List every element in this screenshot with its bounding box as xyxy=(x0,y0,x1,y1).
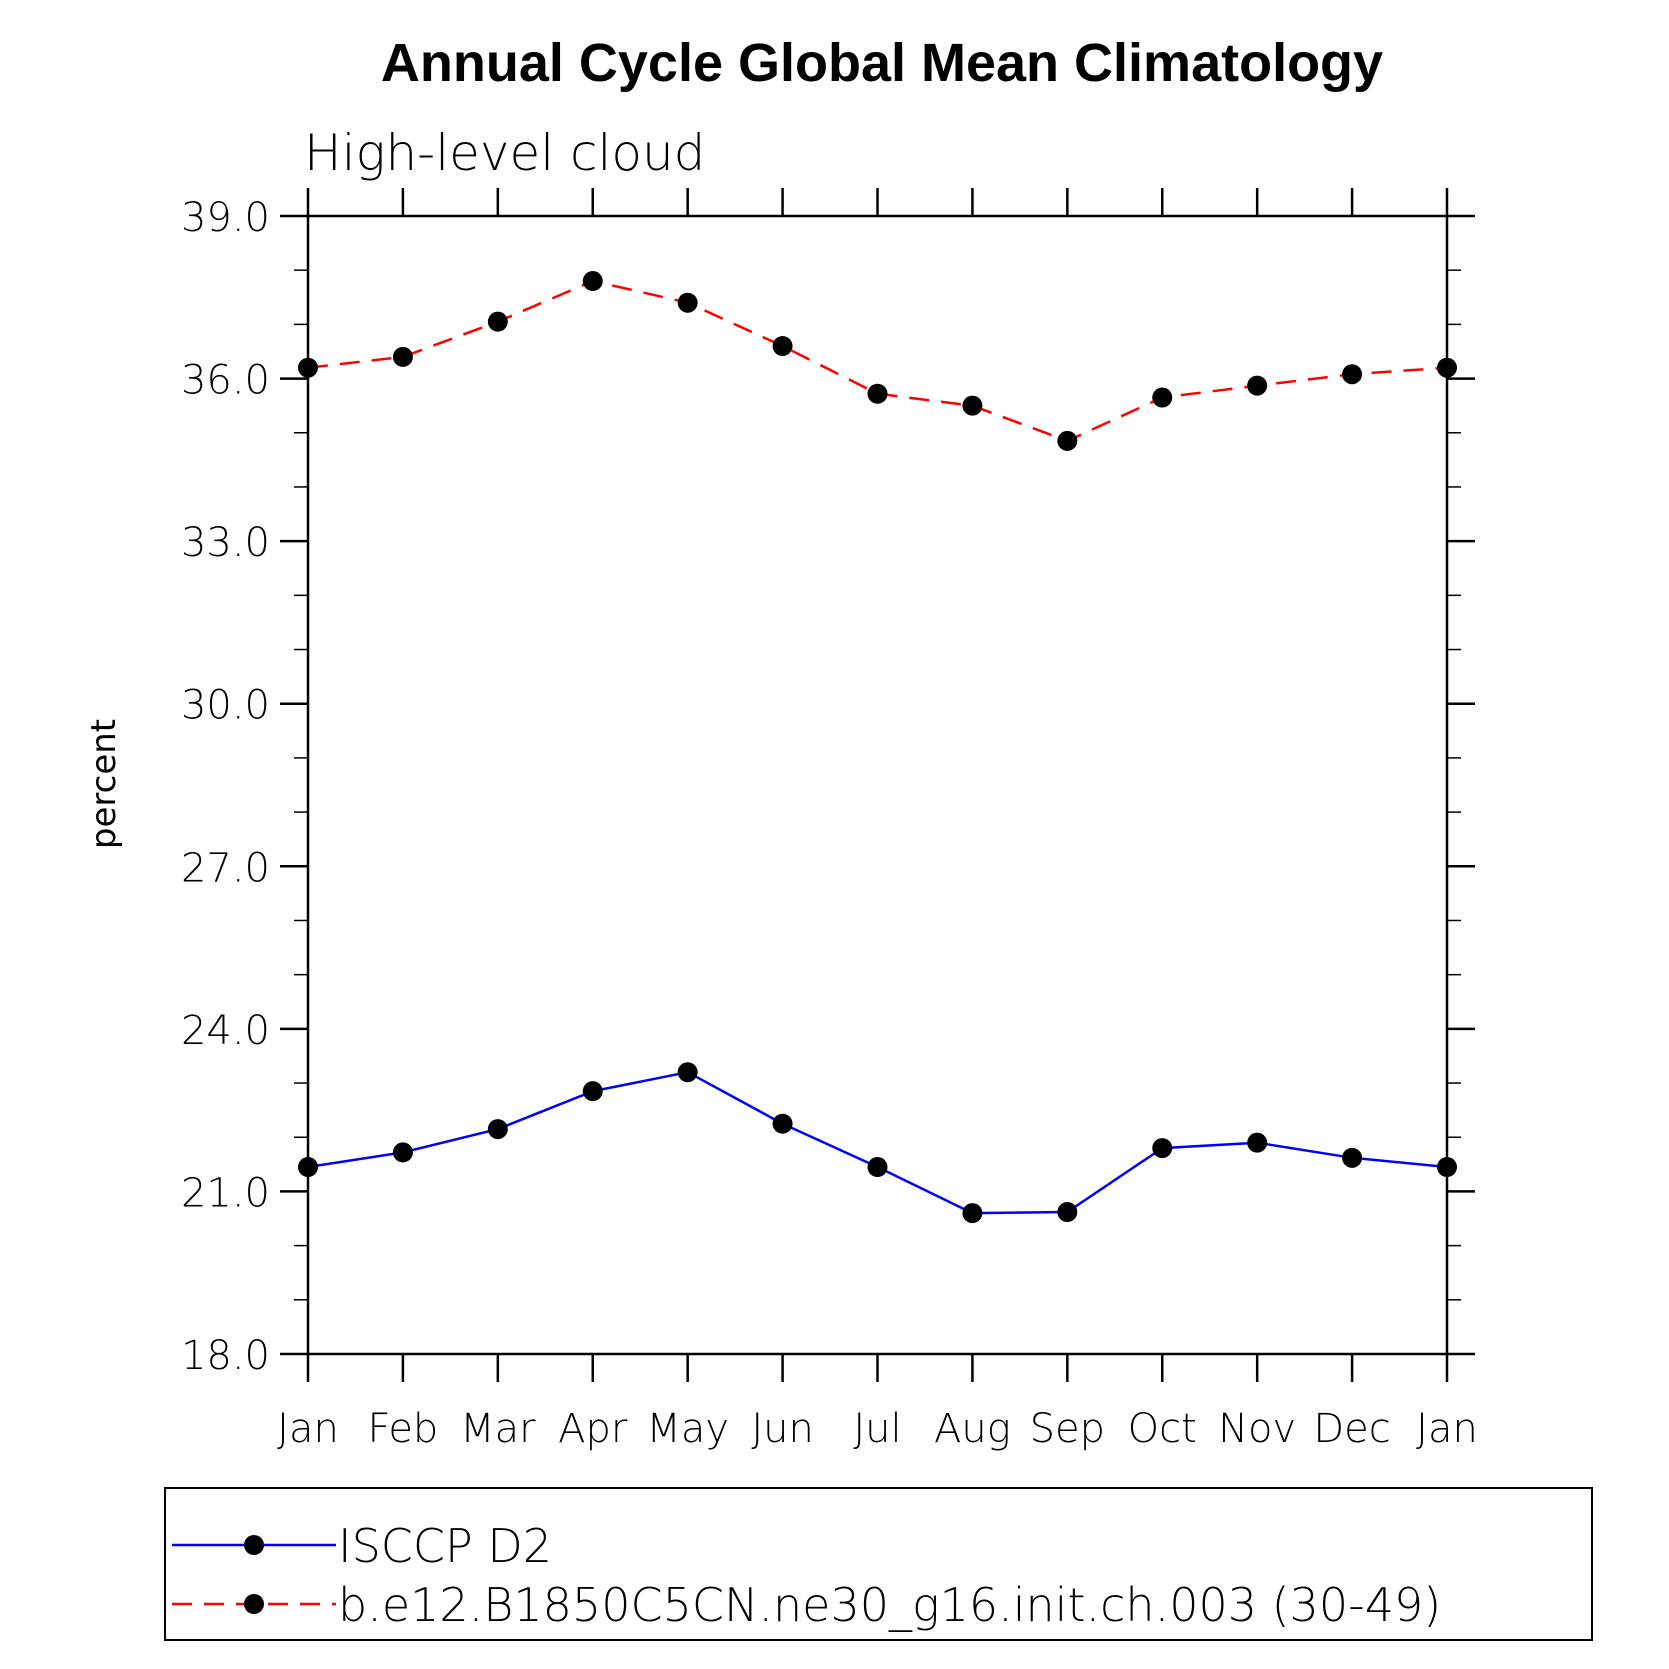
x-tick-label: Apr xyxy=(558,1406,628,1452)
series-line xyxy=(307,1070,1448,1215)
x-tick-label: Feb xyxy=(368,1406,439,1452)
data-point xyxy=(298,1157,318,1178)
legend-item: b.e12.B1850C5CN.ne30_g16.init.ch.003 (30… xyxy=(172,1578,1441,1632)
chart-subtitle: High-level cloud xyxy=(304,124,705,182)
legend-label: ISCCP D2 xyxy=(338,1519,552,1573)
series-1 xyxy=(298,271,1457,451)
data-point xyxy=(1247,1132,1268,1153)
data-point xyxy=(962,1203,983,1224)
x-tick-label: Oct xyxy=(1128,1406,1197,1452)
data-point xyxy=(962,395,983,416)
legend-swatch-marker xyxy=(244,1594,264,1614)
y-tick-label: 27.0 xyxy=(181,845,270,891)
x-tick-label: Jan xyxy=(1416,1406,1478,1452)
series-line xyxy=(307,279,1448,443)
legend-items: ISCCP D2b.e12.B1850C5CN.ne30_g16.init.ch… xyxy=(172,1519,1441,1632)
data-point xyxy=(392,346,413,367)
data-point xyxy=(1437,1157,1457,1178)
data-point xyxy=(298,357,318,378)
x-tick-label: Dec xyxy=(1313,1406,1390,1452)
y-tick-label: 21.0 xyxy=(181,1170,270,1216)
ticks-layer: 18.0 21.0 24.0 27.0 30.0 33.0 36.0 39.0 Jan Feb Ma… xyxy=(181,188,1478,1452)
legend-item: ISCCP D2 xyxy=(172,1519,552,1573)
data-point xyxy=(772,336,793,357)
data-point xyxy=(867,383,888,404)
data-point xyxy=(1057,430,1078,451)
data-point xyxy=(867,1157,888,1178)
series-0 xyxy=(298,1062,1457,1224)
plot-frame xyxy=(306,214,1449,1356)
data-point xyxy=(487,311,508,332)
x-tick-label: May xyxy=(646,1406,729,1452)
series-layer xyxy=(298,271,1457,1224)
data-point xyxy=(677,1062,698,1083)
data-point xyxy=(582,1081,603,1102)
data-point xyxy=(487,1119,508,1140)
y-tick-label: 33.0 xyxy=(181,520,270,566)
data-point xyxy=(392,1142,413,1163)
x-tick-label: Mar xyxy=(460,1406,536,1452)
x-tick-label: Jan xyxy=(277,1406,339,1452)
y-axis-label: percent xyxy=(84,719,124,849)
y-tick-label: 24.0 xyxy=(181,1008,270,1054)
data-point xyxy=(1437,357,1457,378)
y-tick-label: 39.0 xyxy=(181,195,270,241)
chart-title: Annual Cycle Global Mean Climatology xyxy=(381,33,1383,93)
x-tick-label: Jun xyxy=(751,1406,814,1452)
y-tick-label: 36.0 xyxy=(181,358,270,404)
data-point xyxy=(772,1113,793,1134)
x-tick-label: Aug xyxy=(934,1406,1011,1452)
legend-box xyxy=(164,1487,1593,1641)
y-tick-label: 18.0 xyxy=(181,1333,270,1379)
data-point xyxy=(677,292,698,313)
data-point xyxy=(1152,387,1173,408)
data-point xyxy=(1247,375,1268,396)
data-point xyxy=(582,271,603,292)
legend: ISCCP D2b.e12.B1850C5CN.ne30_g16.init.ch… xyxy=(164,1487,1593,1641)
legend-swatch-marker xyxy=(244,1535,264,1555)
x-tick-label: Sep xyxy=(1030,1406,1105,1452)
data-point xyxy=(1342,1147,1363,1168)
data-point xyxy=(1152,1138,1173,1159)
x-tick-label: Nov xyxy=(1218,1406,1296,1452)
y-tick-label: 30.0 xyxy=(181,683,270,729)
legend-label: b.e12.B1850C5CN.ne30_g16.init.ch.003 (30… xyxy=(338,1578,1441,1632)
data-point xyxy=(1342,364,1363,385)
data-point xyxy=(1057,1202,1078,1223)
x-tick-label: Jul xyxy=(853,1406,901,1452)
